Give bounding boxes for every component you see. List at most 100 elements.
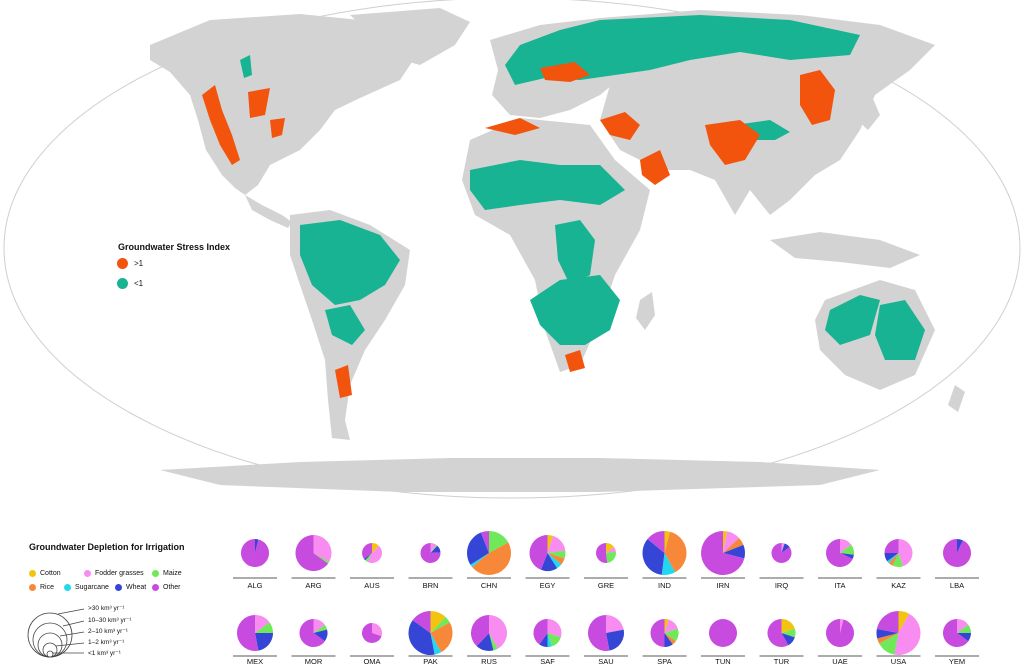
legend-wheat: Wheat xyxy=(115,584,146,591)
stress-high-swatch xyxy=(117,258,128,269)
pie-slice-fodder-grasses xyxy=(664,619,678,633)
pie-sau xyxy=(587,615,624,651)
pie-slice-rice xyxy=(472,542,511,575)
pie-slice-rice xyxy=(664,531,687,573)
pie-slice-sugarcane xyxy=(430,633,442,655)
pie-slice-maize xyxy=(489,531,509,553)
pie-slice-fodder-grasses xyxy=(898,538,913,567)
maize-swatch xyxy=(152,570,159,577)
country-code-label: MEX xyxy=(247,657,263,666)
country-code-label: TUN xyxy=(715,657,730,666)
pie-slice-rice xyxy=(877,633,899,644)
country-code-label: GRE xyxy=(598,581,614,590)
pie-egy xyxy=(529,535,566,571)
pie-slice-other xyxy=(240,539,269,567)
pie-arg xyxy=(295,535,332,572)
size-label-5: >30 km³ yr⁻¹ xyxy=(88,605,125,612)
pie-slice-maize xyxy=(957,624,971,633)
pie-slice-rice xyxy=(888,553,899,566)
pie-slice-other xyxy=(480,531,489,553)
pie-slice-sugarcane xyxy=(887,553,899,564)
pie-slice-fodder-grasses xyxy=(606,547,616,553)
pie-kaz xyxy=(884,538,913,568)
pie-slice-wheat xyxy=(476,633,494,651)
pie-usa xyxy=(876,611,921,655)
country-code-label: KAZ xyxy=(891,581,906,590)
pie-uae xyxy=(825,619,854,647)
wheat-swatch xyxy=(115,584,122,591)
pie-slice-maize xyxy=(879,633,899,655)
pie-slice-other xyxy=(825,619,854,647)
pie-slice-other xyxy=(943,619,969,647)
pie-slice-other xyxy=(709,619,737,647)
fodder-grasses-label: Fodder grasses xyxy=(95,570,144,577)
pie-slice-rice xyxy=(430,622,453,653)
legend-other: Other xyxy=(152,584,181,591)
pie-slice-fodder-grasses xyxy=(723,531,740,553)
pie-slice-other xyxy=(295,535,329,572)
rice-swatch xyxy=(29,584,36,591)
pie-slice-maize xyxy=(547,550,566,559)
country-code-label: IRN xyxy=(717,581,730,590)
pie-slice-maize xyxy=(892,553,903,568)
country-code-label: ITA xyxy=(834,581,845,590)
pie-slice-fodder-grasses xyxy=(840,539,852,553)
pie-slice-other xyxy=(362,623,382,643)
pie-ita xyxy=(826,539,854,567)
pie-slice-maize xyxy=(313,624,328,633)
pie-slice-other xyxy=(361,543,372,559)
stress-legend-title: Groundwater Stress Index xyxy=(118,242,231,252)
pie-slice-maize xyxy=(255,622,273,633)
sugarcane-swatch xyxy=(64,584,71,591)
country-code-label: YEM xyxy=(949,657,965,666)
country-code-label: AUS xyxy=(364,581,379,590)
pie-slice-cotton xyxy=(723,531,728,553)
pie-slice-wheat xyxy=(363,553,372,561)
pie-pak xyxy=(408,611,453,655)
stress-above-one-regions xyxy=(202,62,835,398)
pie-slice-wheat xyxy=(957,539,963,553)
pie-slice-rice xyxy=(547,553,565,565)
country-code-label: SPA xyxy=(657,657,671,666)
pie-slice-fodder-grasses xyxy=(606,615,624,633)
pie-ind xyxy=(642,531,687,576)
country-code-label: TUR xyxy=(774,657,790,666)
pie-slice-other xyxy=(876,611,899,633)
pie-slice-fodder-grasses xyxy=(781,543,785,553)
pie-slice-wheat xyxy=(540,553,558,571)
maize-label: Maize xyxy=(163,570,182,577)
fodder-grasses-swatch xyxy=(84,570,91,577)
wheat-label: Wheat xyxy=(126,584,147,591)
stress-high-label: >1 xyxy=(134,259,144,268)
country-code-label: PAK xyxy=(423,657,437,666)
pie-slice-wheat xyxy=(884,553,899,562)
pie-mor xyxy=(299,619,328,647)
pie-aus xyxy=(361,543,382,563)
pie-slice-cotton xyxy=(372,543,379,553)
land-southeast-asia-islands xyxy=(770,232,920,268)
legend-cotton: Cotton xyxy=(29,570,61,577)
pie-slice-other xyxy=(650,619,665,647)
pie-slice-cotton xyxy=(430,611,446,633)
country-code-label: UAE xyxy=(832,657,847,666)
pie-slice-fodder-grasses xyxy=(367,545,382,563)
pie-slice-cotton xyxy=(898,611,910,633)
stress-legend-item-low: <1 xyxy=(117,278,143,289)
pie-slice-wheat xyxy=(642,538,665,575)
pie-slice-other xyxy=(771,543,792,563)
pie-slice-sugarcane xyxy=(661,553,676,576)
pie-slice-wheat xyxy=(313,629,328,642)
pie-irn xyxy=(701,531,745,575)
legend-fodder-grasses: Fodder grasses xyxy=(84,570,144,577)
pie-irq xyxy=(771,543,792,563)
pie-slice-fodder-grasses xyxy=(313,535,332,562)
country-code-label: MOR xyxy=(305,657,323,666)
size-label-2: 1–2 km³ yr⁻¹ xyxy=(88,639,125,646)
pie-slice-rice xyxy=(723,537,744,553)
pie-slice-other xyxy=(826,539,853,567)
land-central-america xyxy=(245,195,292,228)
pie-slice-other xyxy=(533,619,548,645)
pie-slice-wheat xyxy=(840,553,854,559)
pie-slice-wheat xyxy=(781,633,795,646)
land-japan xyxy=(855,92,880,130)
